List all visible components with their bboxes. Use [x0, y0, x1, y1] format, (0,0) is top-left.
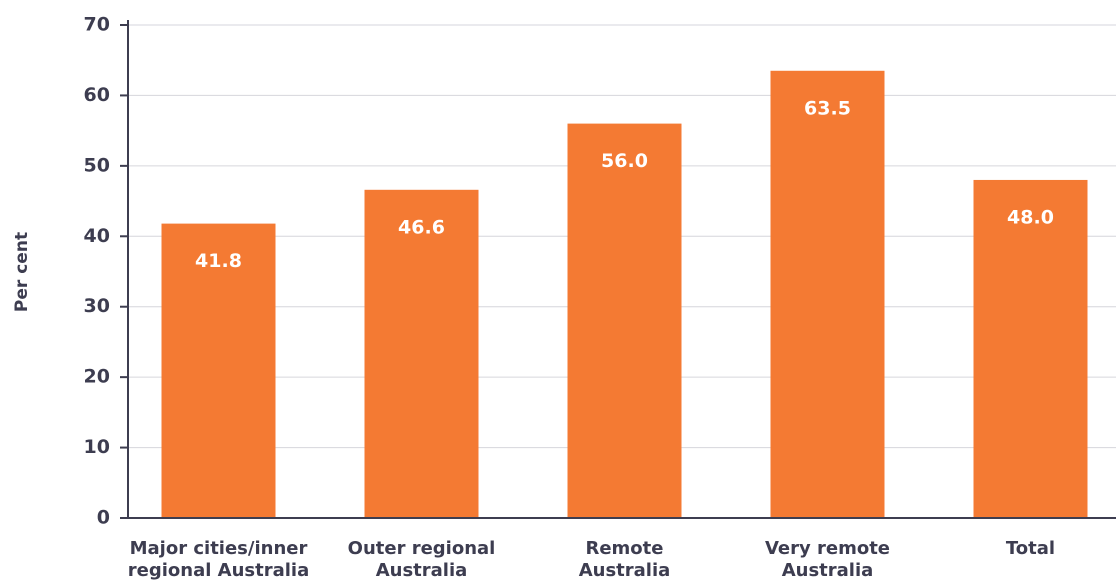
x-tick-label: Outer regional Australia [347, 538, 496, 581]
y-tick-label: 60 [84, 84, 110, 106]
y-tick-label: 10 [84, 436, 110, 458]
x-tick-label: Remote Australia [578, 538, 671, 581]
y-tick-label: 20 [84, 366, 110, 388]
y-tick-label: 70 [84, 14, 110, 36]
value-label: 48.0 [1007, 206, 1054, 228]
bar [973, 179, 1088, 518]
value-label: 63.5 [804, 97, 851, 119]
bar [364, 189, 479, 518]
bar [161, 223, 276, 518]
bar [770, 70, 885, 519]
x-tick-label: Very remote Australia [764, 538, 891, 581]
y-tick-label: 40 [84, 225, 110, 247]
value-label: 41.8 [195, 250, 242, 272]
x-tick-label: Total [1005, 538, 1056, 559]
value-label: 46.6 [398, 216, 445, 238]
y-tick-label: 30 [84, 295, 110, 317]
x-tick-label: Major cities/inner regional Australia [127, 538, 310, 581]
value-label: 56.0 [601, 150, 648, 172]
y-axis-label: Per cent [12, 232, 32, 312]
bar [567, 123, 682, 518]
y-tick-label: 0 [97, 507, 110, 529]
y-tick-label: 50 [84, 154, 110, 176]
